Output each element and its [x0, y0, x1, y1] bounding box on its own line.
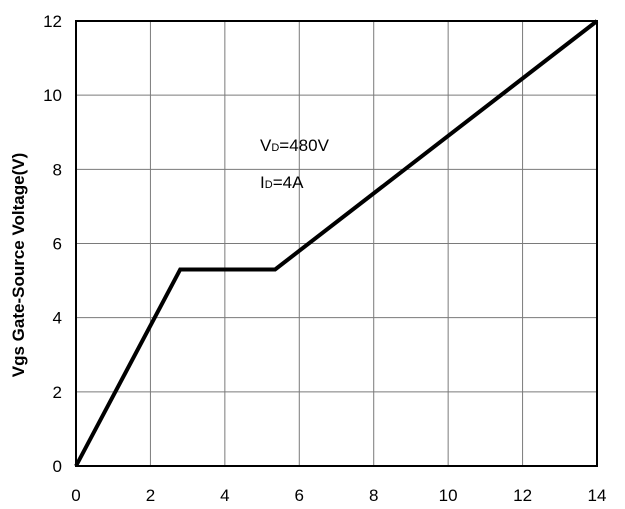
y-tick-label: 4 [53, 309, 62, 328]
x-tick-label: 4 [220, 486, 229, 505]
series-layer [74, 19, 599, 467]
x-tick-label: 2 [146, 486, 155, 505]
y-tick-label: 0 [53, 457, 62, 476]
x-tick-label: 6 [295, 486, 304, 505]
x-tick-label: 0 [71, 486, 80, 505]
x-tick-label: 14 [588, 486, 607, 505]
plot-frame [75, 20, 598, 467]
y-axis-label: Vgs Gate-Source Voltage(V) [9, 153, 28, 378]
x-axis-ticks: 0 2 4 6 8 10 12 14 [71, 486, 606, 505]
y-tick-label: 8 [53, 160, 62, 179]
x-tick-label: 12 [513, 486, 532, 505]
y-tick-label: 2 [53, 383, 62, 402]
annotation-id: ID=4A [260, 173, 304, 192]
annotation-vd: VD=480V [260, 136, 330, 155]
x-tick-label: 8 [369, 486, 378, 505]
grid [75, 20, 598, 467]
y-tick-label: 10 [43, 86, 62, 105]
y-axis-ticks: 0 2 4 6 8 10 12 [43, 12, 62, 476]
y-tick-label: 6 [53, 235, 62, 254]
y-tick-label: 12 [43, 12, 62, 31]
series-line [74, 19, 599, 467]
x-tick-label: 10 [439, 486, 458, 505]
